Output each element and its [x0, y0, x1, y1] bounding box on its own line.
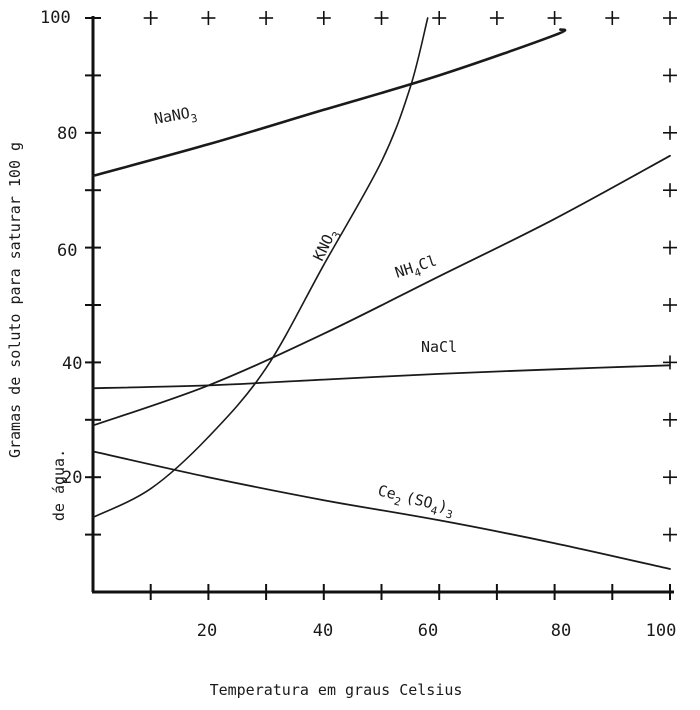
series-line-kno3 [92, 17, 429, 519]
label-nano3: NaNO3 [153, 103, 199, 132]
x-tick-label-20: 20 [197, 621, 217, 641]
series-line-nacl [92, 364, 671, 390]
grid-plus-right-40 [663, 355, 677, 370]
grid-plus-right-60 [663, 240, 677, 255]
x-tick-label-100: 100 [646, 621, 677, 641]
grid-plus-marks [143, 11, 677, 542]
grid-plus-top-100 [663, 11, 677, 25]
label-nh4cl: NH4Cl [393, 251, 440, 285]
grid-plus-top-90 [605, 11, 620, 25]
label-ce2so43: Ce2 (SO4)3 [375, 481, 456, 521]
axis-ticks [85, 17, 671, 600]
grid-plus-right-30 [663, 412, 677, 427]
x-tick-label-60: 60 [418, 621, 438, 641]
series-line-nh4cl [92, 154, 671, 427]
grid-plus-right-50 [663, 298, 677, 312]
grid-plus-top-10 [143, 11, 158, 25]
y-tick-label-60: 60 [57, 241, 77, 261]
x-tick-labels: 20 40 60 80 100 [197, 621, 677, 641]
grid-plus-right-10 [663, 527, 677, 542]
label-nacl: NaCl [421, 338, 457, 356]
grid-plus-right-70 [663, 183, 677, 198]
series-line-ce2so43 [92, 450, 671, 570]
x-axis-title: Temperatura em graus Celsius [210, 681, 463, 699]
label-kno3: KNO3 [309, 226, 344, 266]
grid-plus-top-60 [432, 11, 447, 25]
series-line-nano3 [91, 28, 567, 178]
grid-plus-right-80 [663, 125, 677, 140]
grid-plus-top-40 [316, 11, 331, 25]
grid-plus-top-30 [259, 11, 274, 25]
y-tick-labels: 20 40 60 80 100 [40, 8, 82, 488]
grid-plus-top-70 [489, 11, 504, 25]
grid-plus-right-20 [663, 470, 677, 485]
y-tick-label-40: 40 [62, 354, 82, 374]
grid-plus-right-90 [663, 68, 677, 83]
y-tick-label-100: 100 [40, 8, 71, 28]
grid-plus-top-80 [547, 11, 562, 25]
y-tick-label-20: 20 [62, 468, 82, 488]
x-tick-label-80: 80 [551, 621, 571, 641]
y-axis-title-line1: Gramas de soluto para saturar 100 g [6, 142, 24, 458]
y-tick-label-80: 80 [57, 124, 77, 144]
x-tick-label-40: 40 [313, 621, 333, 641]
grid-plus-top-50 [374, 11, 389, 25]
series-lines [91, 17, 671, 570]
y-axis-title-line2: de água. [50, 449, 68, 521]
grid-plus-top-20 [201, 11, 216, 25]
